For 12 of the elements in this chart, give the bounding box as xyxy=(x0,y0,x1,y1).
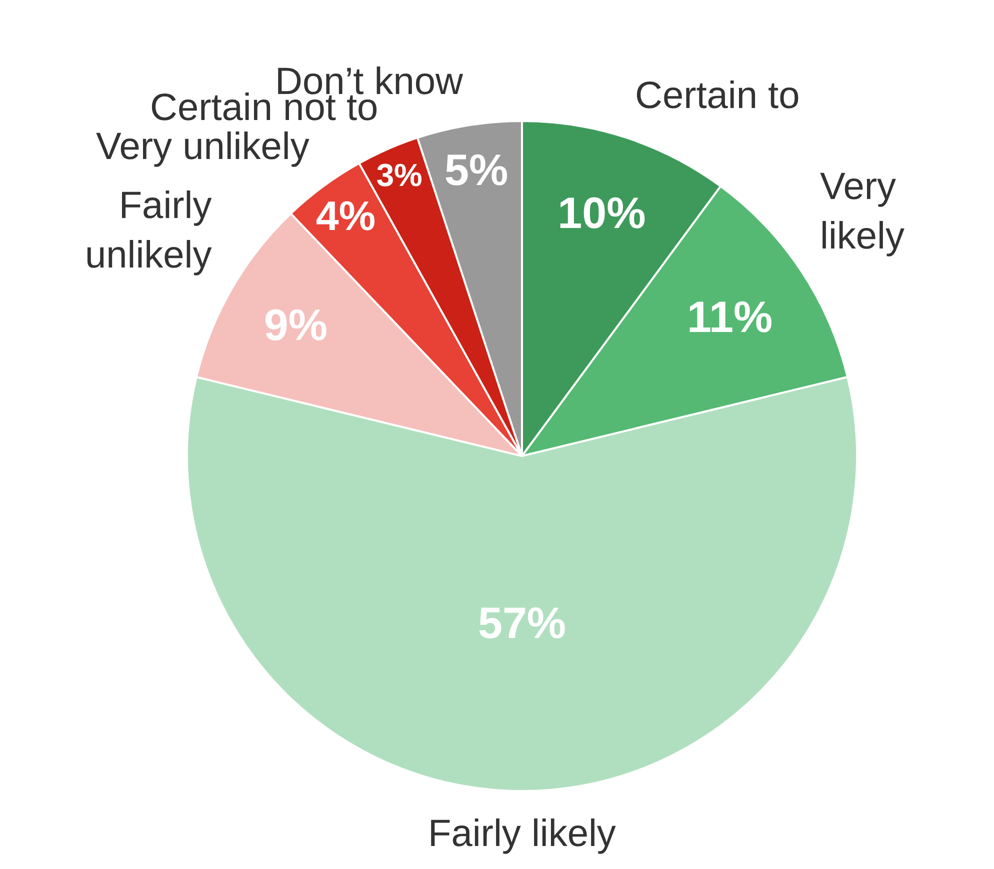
data-label: 3% xyxy=(376,157,422,194)
slice-label: Fairly likely xyxy=(428,813,616,855)
data-label: 57% xyxy=(478,599,566,648)
data-label: 11% xyxy=(687,293,773,342)
data-label: 9% xyxy=(264,300,328,350)
slice-label: Very likely xyxy=(820,166,904,258)
slice-label: Fairly unlikely xyxy=(85,185,212,276)
slice-label: Certain to xyxy=(635,75,800,117)
data-label: 4% xyxy=(316,193,376,240)
data-label: 5% xyxy=(444,146,508,195)
slice-label: Very unlikely xyxy=(96,126,310,168)
data-label: 10% xyxy=(558,188,646,238)
